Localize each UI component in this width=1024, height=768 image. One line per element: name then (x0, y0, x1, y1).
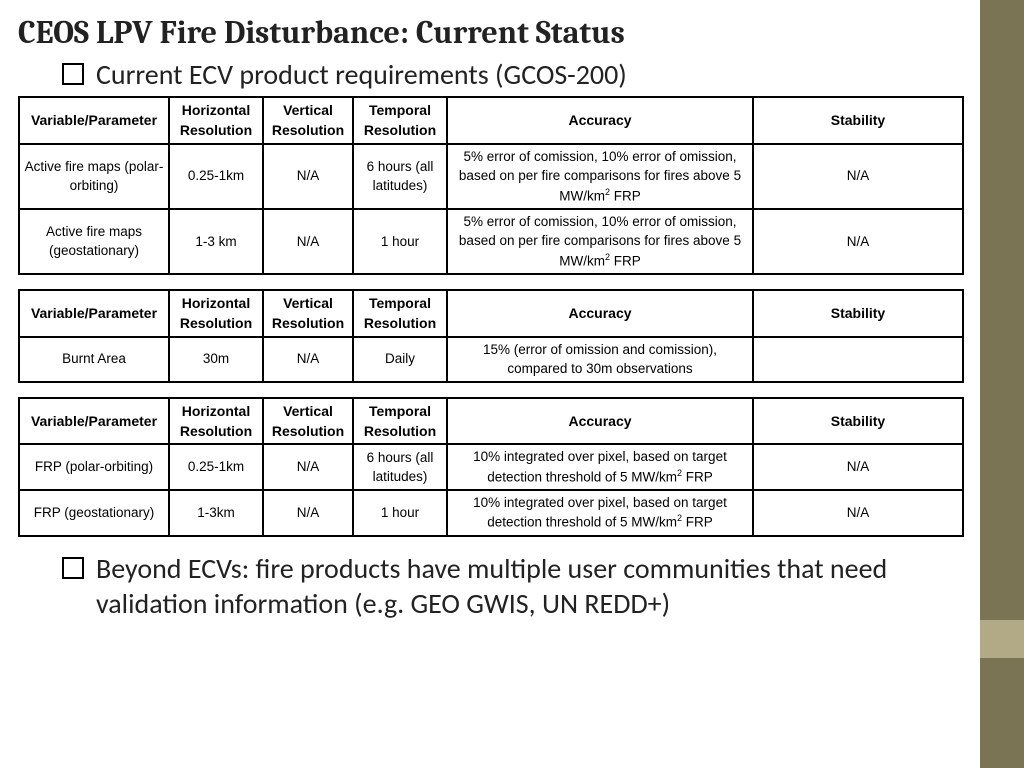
checkbox-icon (62, 63, 84, 85)
table-header-row: Variable/ParameterHorizontal ResolutionV… (19, 398, 963, 445)
bullet-1: Current ECV product requirements (GCOS-2… (62, 57, 962, 92)
table-cell: 0.25-1km (169, 444, 263, 490)
page-title: CEOS LPV Fire Disturbance: Current Statu… (18, 14, 962, 51)
slide-body: CEOS LPV Fire Disturbance: Current Statu… (0, 0, 980, 768)
table-cell: N/A (263, 444, 353, 490)
table-cell: N/A (753, 490, 963, 536)
table-cell: 0.25-1km (169, 144, 263, 209)
table-header: Temporal Resolution (353, 398, 447, 445)
table-cell: N/A (753, 144, 963, 209)
checkbox-icon (62, 557, 84, 579)
table-header: Stability (753, 290, 963, 337)
table-header: Horizontal Resolution (169, 290, 263, 337)
table-row: Active fire maps (polar-orbiting)0.25-1k… (19, 144, 963, 209)
table-header: Temporal Resolution (353, 290, 447, 337)
table-cell: 5% error of comission, 10% error of omis… (447, 209, 753, 274)
table-header: Variable/Parameter (19, 97, 169, 144)
table-header: Accuracy (447, 398, 753, 445)
table-header: Variable/Parameter (19, 290, 169, 337)
requirements-table-2: Variable/ParameterHorizontal ResolutionV… (18, 289, 964, 383)
table-cell: 1-3km (169, 490, 263, 536)
table-header-row: Variable/ParameterHorizontal ResolutionV… (19, 97, 963, 144)
table-header: Horizontal Resolution (169, 398, 263, 445)
table-cell: 10% integrated over pixel, based on targ… (447, 490, 753, 536)
table-row: FRP (geostationary)1-3kmN/A1 hour10% int… (19, 490, 963, 536)
table-header: Vertical Resolution (263, 290, 353, 337)
table-header: Temporal Resolution (353, 97, 447, 144)
table-cell: FRP (polar-orbiting) (19, 444, 169, 490)
table-header: Vertical Resolution (263, 398, 353, 445)
table-cell: N/A (263, 490, 353, 536)
table-cell: 5% error of comission, 10% error of omis… (447, 144, 753, 209)
bullet-2: Beyond ECVs: fire products have multiple… (62, 551, 962, 621)
table-row: Active fire maps (geostationary)1-3 kmN/… (19, 209, 963, 274)
table-cell: 30m (169, 337, 263, 382)
table-cell: N/A (263, 337, 353, 382)
table-row: Burnt Area30mN/ADaily15% (error of omiss… (19, 337, 963, 382)
table-cell: 6 hours (all latitudes) (353, 444, 447, 490)
requirements-table-1: Variable/ParameterHorizontal ResolutionV… (18, 96, 964, 275)
table-cell: Daily (353, 337, 447, 382)
table-header: Vertical Resolution (263, 97, 353, 144)
table-header: Horizontal Resolution (169, 97, 263, 144)
sidebar-accent (980, 620, 1024, 658)
requirements-table-3: Variable/ParameterHorizontal ResolutionV… (18, 397, 964, 537)
table-cell: 6 hours (all latitudes) (353, 144, 447, 209)
table-header: Stability (753, 97, 963, 144)
table-cell: Burnt Area (19, 337, 169, 382)
table-cell: N/A (263, 144, 353, 209)
table-row: FRP (polar-orbiting)0.25-1kmN/A6 hours (… (19, 444, 963, 490)
table-header: Accuracy (447, 97, 753, 144)
table-header-row: Variable/ParameterHorizontal ResolutionV… (19, 290, 963, 337)
table-cell (753, 337, 963, 382)
bullet-1-text: Current ECV product requirements (GCOS-2… (96, 57, 627, 92)
table-header: Accuracy (447, 290, 753, 337)
table-cell: N/A (753, 209, 963, 274)
bullet-2-text: Beyond ECVs: fire products have multiple… (96, 551, 962, 621)
table-cell: Active fire maps (polar-orbiting) (19, 144, 169, 209)
table-cell: N/A (753, 444, 963, 490)
table-cell: 10% integrated over pixel, based on targ… (447, 444, 753, 490)
table-cell: 1 hour (353, 490, 447, 536)
table-cell: Active fire maps (geostationary) (19, 209, 169, 274)
table-cell: N/A (263, 209, 353, 274)
table-header: Stability (753, 398, 963, 445)
table-header: Variable/Parameter (19, 398, 169, 445)
table-cell: 15% (error of omission and comission), c… (447, 337, 753, 382)
table-cell: FRP (geostationary) (19, 490, 169, 536)
table-cell: 1 hour (353, 209, 447, 274)
tables-region: Variable/ParameterHorizontal ResolutionV… (18, 96, 962, 537)
table-cell: 1-3 km (169, 209, 263, 274)
